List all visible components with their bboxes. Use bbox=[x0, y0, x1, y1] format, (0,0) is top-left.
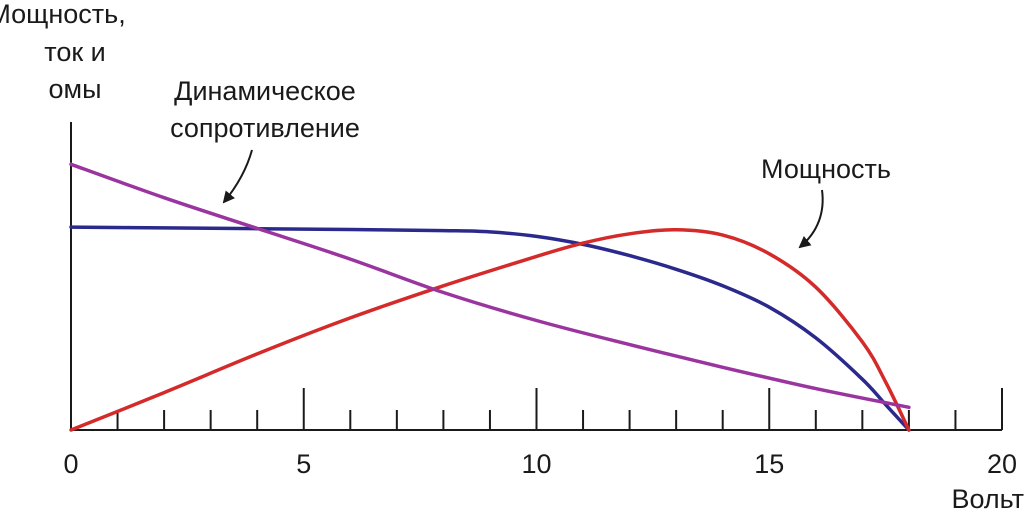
series-line-power bbox=[69, 228, 911, 432]
x-tick-label: 0 bbox=[63, 449, 78, 479]
y-axis-label-line-2: ток и bbox=[44, 37, 105, 67]
annotation-dynamic-resistance-arrow bbox=[222, 149, 253, 204]
x-tick-label: 20 bbox=[987, 449, 1017, 479]
y-axis-label-line-3: омы bbox=[49, 74, 102, 104]
annotation-dynamic-resistance-line-2: сопротивление bbox=[170, 113, 360, 143]
x-tick-label: 10 bbox=[521, 449, 551, 479]
annotation-dynamic-resistance-line-1: Динамическое bbox=[174, 76, 356, 106]
x-tick-labels: 0 5 10 15 20 bbox=[63, 449, 1017, 479]
y-axis-label-line-1: Мощность, bbox=[0, 0, 126, 29]
annotation-power-arrow bbox=[798, 189, 824, 249]
series-layer bbox=[69, 162, 911, 432]
annotation-power-label: Мощность bbox=[761, 154, 891, 184]
x-tick-label: 5 bbox=[296, 449, 311, 479]
x-axis-label: Вольт bbox=[951, 484, 1024, 513]
x-ticks bbox=[116, 388, 1003, 430]
series-line-dynamic-resistance bbox=[69, 162, 911, 410]
series-line-current bbox=[69, 225, 911, 432]
x-tick-label: 15 bbox=[754, 449, 784, 479]
